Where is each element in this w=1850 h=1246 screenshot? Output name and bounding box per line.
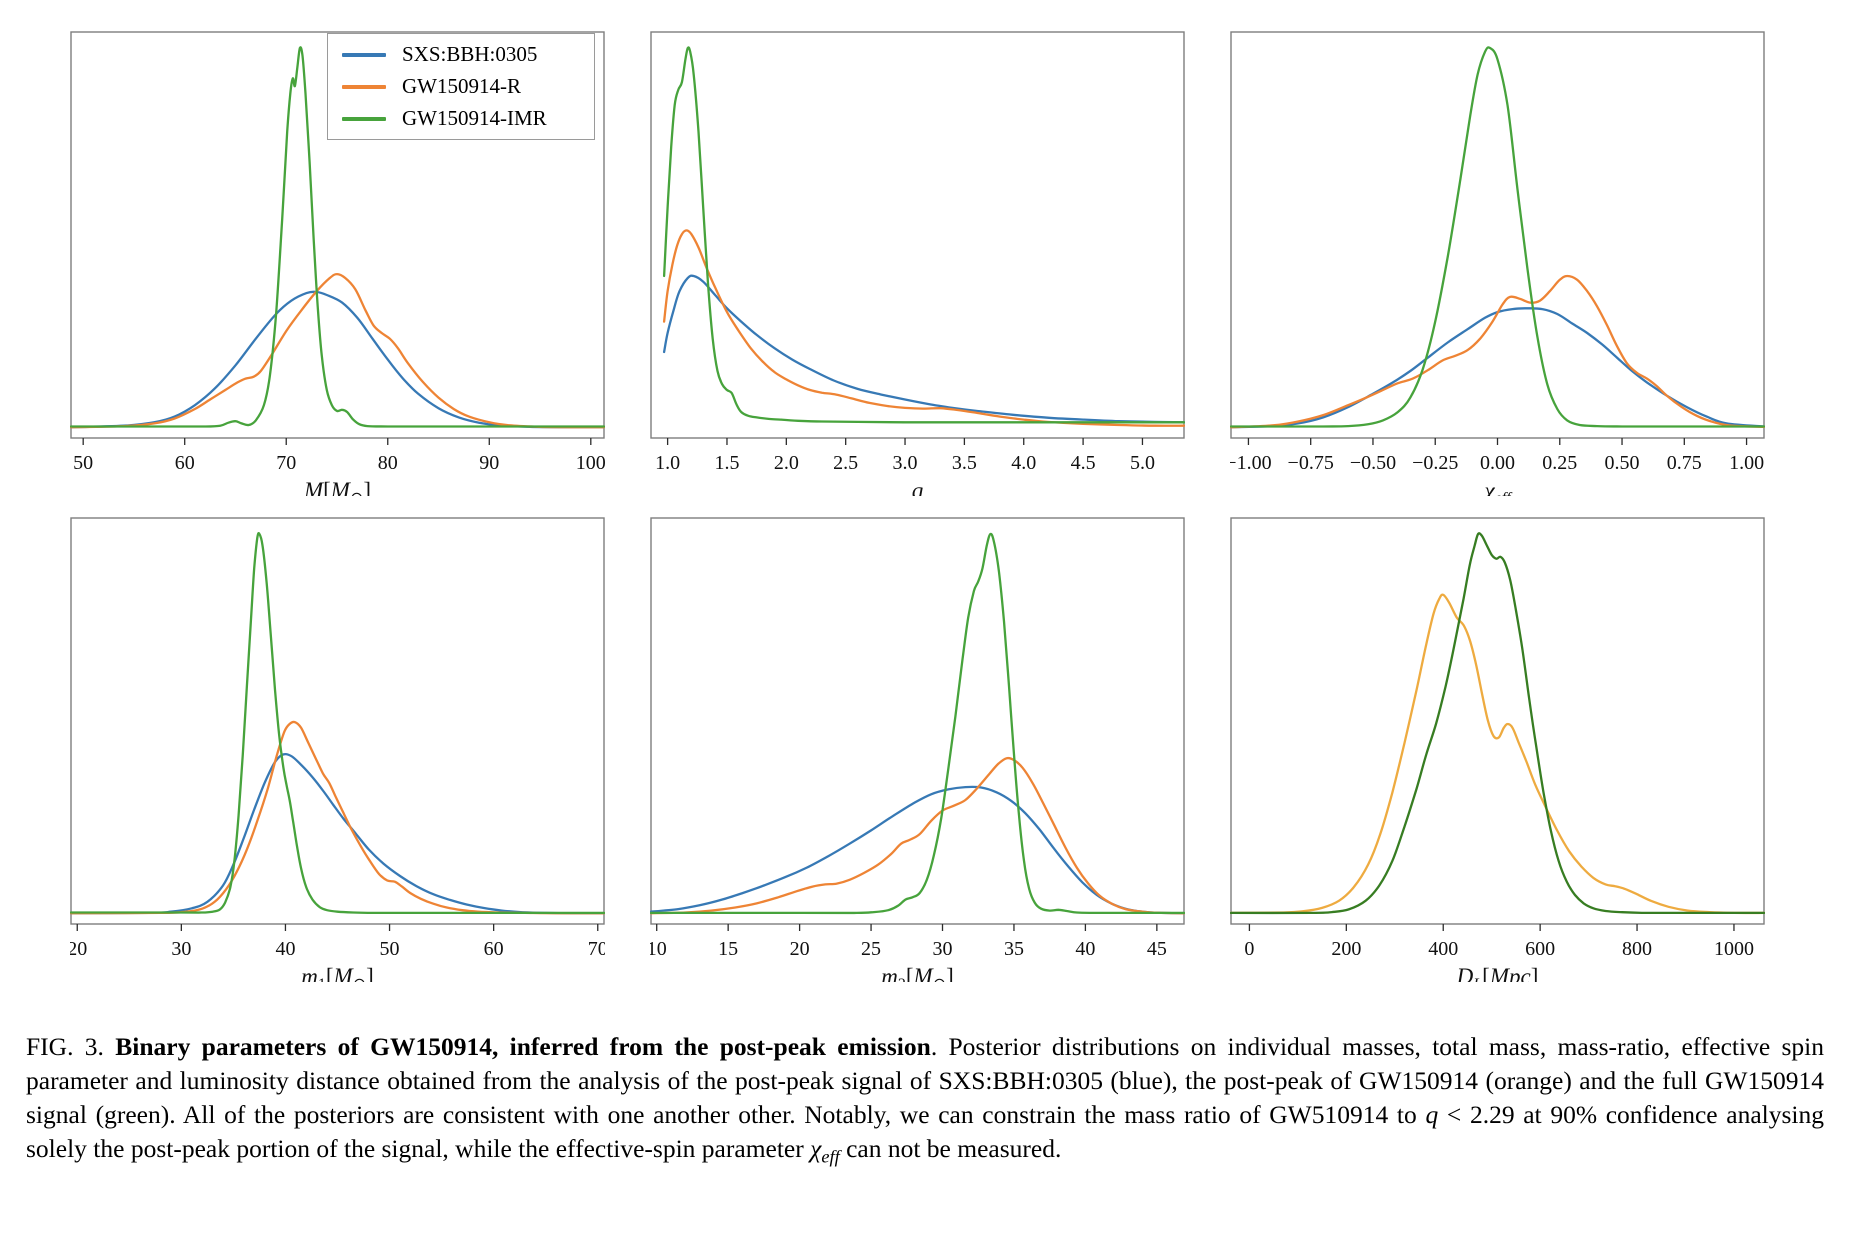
plot-mass-ratio: 1.0 1.5 2.0 2.5 3.0 3.5 4.0 4.5 5.0 q: [650, 31, 1185, 496]
figure-row-top: 50 60 70 80 90 100 M[M⊙] SXS:BBH:0305 GW150914…: [0, 26, 1850, 496]
svg-text:−0.50: −0.50: [1350, 452, 1396, 474]
svg-text:−0.25: −0.25: [1412, 452, 1458, 474]
legend-line-blue-icon: [342, 52, 386, 57]
svg-text:1.00: 1.00: [1729, 452, 1764, 474]
plot-m1: 20 30 40 50 60 70 m1[M⊙]: [70, 517, 605, 982]
svg-text:DL[Mpc]: DL[Mpc]: [1456, 964, 1539, 982]
legend: SXS:BBH:0305 GW150914-R GW150914-IMR: [327, 33, 595, 141]
panel-total-mass: 50 60 70 80 90 100 M[M⊙] SXS:BBH:0305 GW150914…: [70, 26, 605, 496]
svg-text:600: 600: [1525, 938, 1555, 960]
plot-luminosity-distance: 0 200 400 600 800 1000 DL[Mpc]: [1230, 517, 1765, 982]
svg-text:50: 50: [380, 938, 400, 960]
legend-label: GW150914-R: [402, 74, 521, 99]
svg-text:25: 25: [861, 938, 881, 960]
svg-text:800: 800: [1622, 938, 1652, 960]
svg-text:40: 40: [1075, 938, 1095, 960]
svg-text:70: 70: [276, 452, 296, 474]
svg-text:4.5: 4.5: [1071, 452, 1096, 474]
svg-text:χeff: χeff: [1482, 478, 1513, 496]
svg-text:3.0: 3.0: [893, 452, 918, 474]
svg-text:1.5: 1.5: [714, 452, 739, 474]
svg-text:−0.75: −0.75: [1288, 452, 1334, 474]
plot-m2: 10 15 20 25 30 35 40 45 m2[M⊙]: [650, 517, 1185, 982]
legend-line-orange-icon: [342, 84, 386, 89]
plot-total-mass: 50 60 70 80 90 100 M[M⊙]: [70, 31, 605, 496]
legend-line-green-icon: [342, 116, 386, 121]
svg-text:−1.00: −1.00: [1230, 452, 1272, 474]
panel-m2: 10 15 20 25 30 35 40 45 m2[M⊙]: [650, 512, 1185, 982]
figure-caption: FIG. 3. Binary parameters of GW150914, i…: [26, 1032, 1824, 1167]
svg-text:90: 90: [479, 452, 499, 474]
svg-text:q: q: [912, 478, 924, 496]
svg-text:30: 30: [171, 938, 191, 960]
figure-row-bottom: 20 30 40 50 60 70 m1[M⊙] 10 15 20 25 30 35 40 45 m2[M⊙…: [0, 512, 1850, 982]
svg-text:1.0: 1.0: [655, 452, 680, 474]
panel-mass-ratio: 1.0 1.5 2.0 2.5 3.0 3.5 4.0 4.5 5.0 q: [650, 26, 1185, 496]
plot-effective-spin: −1.00 −0.75 −0.50 −0.25 0.00 0.25 0.50 0.75 1.00…: [1230, 31, 1765, 496]
svg-text:50: 50: [73, 452, 93, 474]
svg-text:0.25: 0.25: [1542, 452, 1577, 474]
svg-text:m1[M⊙]: m1[M⊙]: [301, 964, 374, 982]
legend-item: GW150914-R: [342, 74, 582, 99]
svg-text:0: 0: [1244, 938, 1254, 960]
svg-text:15: 15: [718, 938, 738, 960]
svg-text:40: 40: [275, 938, 295, 960]
legend-item: SXS:BBH:0305: [342, 42, 582, 66]
svg-text:10: 10: [650, 938, 667, 960]
panel-luminosity-distance: 0 200 400 600 800 1000 DL[Mpc]: [1230, 512, 1765, 982]
svg-text:M[M⊙]: M[M⊙]: [303, 478, 371, 496]
svg-text:m2[M⊙]: m2[M⊙]: [881, 964, 954, 982]
svg-text:5.0: 5.0: [1130, 452, 1155, 474]
svg-text:0.50: 0.50: [1605, 452, 1640, 474]
svg-text:45: 45: [1147, 938, 1167, 960]
legend-label: GW150914-IMR: [402, 106, 547, 131]
svg-text:20: 20: [790, 938, 810, 960]
svg-text:3.5: 3.5: [952, 452, 977, 474]
legend-label: SXS:BBH:0305: [402, 42, 538, 66]
svg-text:0.75: 0.75: [1667, 452, 1702, 474]
svg-text:20: 20: [70, 938, 87, 960]
svg-text:1000: 1000: [1714, 938, 1754, 960]
svg-text:60: 60: [484, 938, 504, 960]
svg-text:80: 80: [378, 452, 398, 474]
svg-text:2.0: 2.0: [774, 452, 799, 474]
svg-text:0.00: 0.00: [1480, 452, 1515, 474]
svg-text:200: 200: [1331, 938, 1361, 960]
svg-text:70: 70: [588, 938, 605, 960]
svg-text:4.0: 4.0: [1011, 452, 1036, 474]
svg-text:2.5: 2.5: [833, 452, 858, 474]
svg-text:60: 60: [175, 452, 195, 474]
svg-text:100: 100: [576, 452, 605, 474]
svg-text:30: 30: [933, 938, 953, 960]
panel-m1: 20 30 40 50 60 70 m1[M⊙]: [70, 512, 605, 982]
svg-text:400: 400: [1428, 938, 1458, 960]
svg-text:35: 35: [1004, 938, 1024, 960]
panel-effective-spin: −1.00 −0.75 −0.50 −0.25 0.00 0.25 0.50 0.75 1.00…: [1230, 26, 1765, 496]
legend-item: GW150914-IMR: [342, 107, 582, 130]
